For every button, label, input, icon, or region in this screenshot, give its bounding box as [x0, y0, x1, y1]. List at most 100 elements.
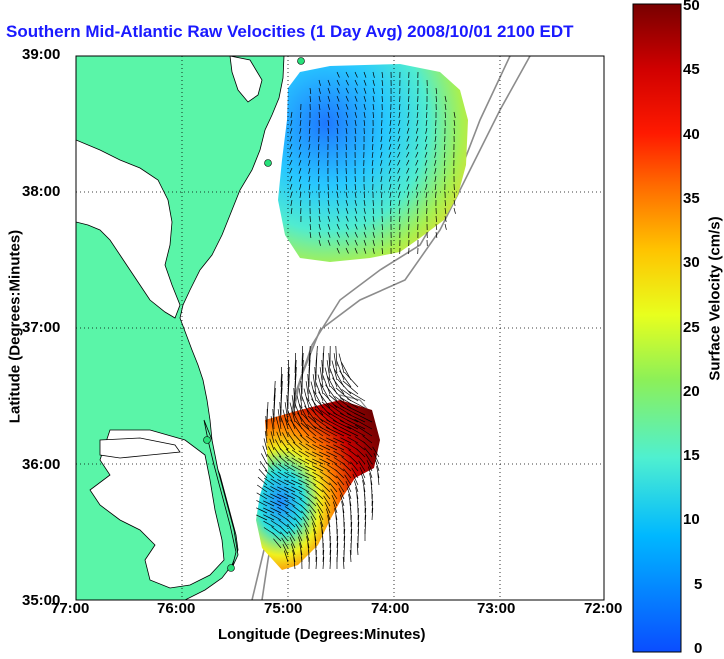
velocity-vector	[277, 500, 289, 507]
velocity-vector	[293, 557, 296, 570]
velocity-vector	[425, 119, 428, 126]
velocity-vector	[327, 207, 330, 214]
velocity-vector	[336, 87, 340, 94]
velocity-vector	[297, 412, 310, 430]
velocity-vector	[453, 191, 456, 199]
velocity-vector	[319, 437, 331, 444]
velocity-vector	[336, 535, 339, 549]
velocity-vector	[435, 95, 437, 103]
velocity-vector	[336, 361, 345, 381]
velocity-vector	[397, 135, 401, 142]
velocity-vector	[415, 183, 419, 190]
velocity-vector	[408, 95, 410, 103]
velocity-vector	[336, 135, 338, 143]
velocity-vector	[444, 207, 447, 214]
velocity-vector	[341, 389, 359, 402]
velocity-vector	[301, 396, 310, 416]
velocity-vector	[286, 440, 296, 451]
velocity-vector	[444, 175, 446, 183]
velocity-vector	[397, 143, 401, 150]
velocity-vector	[345, 127, 348, 134]
velocity-vector	[287, 366, 290, 388]
velocity-vector	[444, 223, 447, 230]
velocity-vector	[256, 507, 268, 514]
velocity-vector	[327, 376, 338, 395]
velocity-vector	[298, 388, 303, 409]
velocity-vector	[319, 426, 338, 437]
velocity-vector	[354, 71, 358, 78]
velocity-vector	[363, 223, 367, 230]
velocity-vector	[336, 239, 340, 246]
velocity-vector	[308, 389, 317, 409]
velocity-vector	[293, 511, 303, 521]
velocity-vector	[300, 111, 302, 119]
velocity-vector	[327, 231, 331, 238]
velocity-vector	[290, 207, 293, 214]
velocity-vector	[335, 469, 345, 479]
velocity-vector	[354, 231, 358, 238]
velocity-vector	[363, 199, 366, 206]
velocity-vector	[336, 207, 340, 214]
velocity-vector	[308, 159, 311, 166]
velocity-vector	[357, 514, 360, 528]
velocity-vector	[316, 502, 324, 514]
velocity-vector	[339, 412, 359, 423]
velocity-vector	[270, 478, 282, 486]
velocity-vector	[318, 87, 321, 94]
velocity-vector	[443, 167, 446, 175]
velocity-vector	[298, 450, 310, 458]
velocity-vector	[300, 380, 303, 402]
velocity-vector	[347, 390, 366, 402]
x-tick-label: 74:00	[371, 600, 410, 617]
velocity-vector	[284, 493, 296, 500]
velocity-vector	[262, 445, 268, 458]
velocity-vector	[389, 183, 392, 190]
velocity-vector	[344, 371, 359, 388]
velocity-vector	[270, 470, 282, 479]
velocity-vector	[363, 95, 367, 102]
velocity-vector	[320, 383, 331, 402]
velocity-vector	[317, 167, 320, 175]
velocity-vector	[434, 159, 437, 166]
velocity-vector	[308, 345, 311, 367]
velocity-vector	[305, 478, 317, 486]
x-tick-label: 72:00	[584, 600, 623, 617]
velocity-vector	[381, 231, 384, 238]
velocity-vector	[342, 380, 359, 395]
velocity-vector	[298, 135, 302, 142]
velocity-vector	[290, 419, 303, 437]
velocity-vector	[263, 507, 275, 514]
velocity-vector	[345, 143, 347, 151]
velocity-vector	[305, 435, 317, 444]
velocity-vector	[279, 401, 282, 423]
velocity-vector	[317, 151, 320, 158]
velocity-vector	[305, 458, 317, 465]
velocity-vector	[282, 543, 289, 556]
velocity-vector	[327, 470, 338, 479]
velocity-vector	[355, 442, 366, 451]
velocity-vector	[380, 143, 383, 150]
velocity-vector	[380, 167, 383, 174]
velocity-vector	[334, 396, 352, 409]
velocity-vector	[321, 483, 331, 493]
velocity-vector	[271, 462, 282, 472]
velocity-vector	[298, 458, 310, 465]
velocity-vector	[317, 508, 324, 521]
velocity-vector	[299, 127, 302, 134]
velocity-vector	[288, 530, 296, 542]
velocity-vector	[327, 79, 331, 86]
velocity-vector	[290, 191, 293, 198]
velocity-vector	[325, 508, 331, 521]
velocity-vector	[388, 159, 392, 166]
velocity-vector	[345, 79, 349, 86]
velocity-vector	[277, 471, 289, 479]
velocity-vector	[336, 231, 340, 238]
velocity-vector	[334, 369, 345, 388]
velocity-vector	[282, 409, 289, 430]
velocity-vector	[321, 359, 324, 381]
velocity-vector	[341, 456, 352, 465]
colorbar-tick-label: 5	[694, 576, 703, 593]
velocity-vector	[406, 191, 410, 198]
velocity-vector	[309, 87, 312, 94]
velocity-vector	[287, 524, 296, 535]
